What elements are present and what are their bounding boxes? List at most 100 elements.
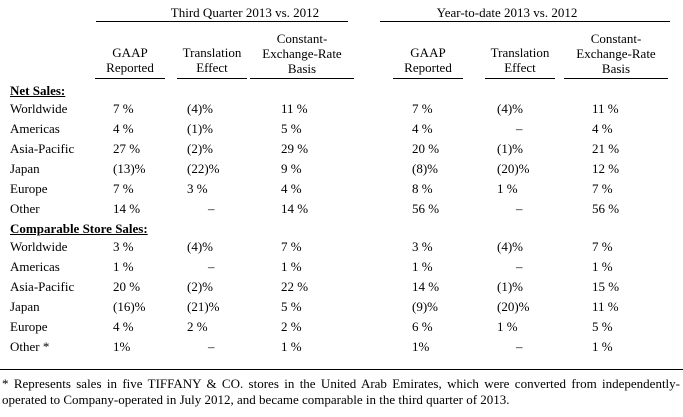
table-cell: 11 % (281, 101, 308, 116)
row-label: Europe (10, 181, 48, 196)
table-cell: – (516, 259, 523, 274)
table-cell: 1% (113, 339, 131, 354)
table-cell: 5 % (281, 299, 302, 314)
table-cell: 14 % (281, 201, 309, 216)
column-header-line: Reported (404, 60, 452, 75)
table-cell: 6 % (412, 319, 433, 334)
column-header-line: Translation (490, 45, 550, 60)
column-header-rule (393, 78, 463, 79)
table-cell: 7 % (113, 101, 134, 116)
table-cell: (22)% (187, 161, 220, 176)
table-cell: 1 % (592, 259, 613, 274)
table-row: Americas 1 % – 1 % 1 % – 1 % (0, 257, 683, 277)
table-cell: 1% (412, 339, 430, 354)
table-cell: 1 % (497, 319, 518, 334)
column-header-line: Basis (287, 61, 317, 76)
table-cell: 1 % (497, 181, 518, 196)
row-label: Japan (10, 161, 40, 176)
table-cell: 56 % (412, 201, 440, 216)
footnote-divider (0, 369, 683, 370)
row-label: Japan (10, 299, 40, 314)
column-header-line: Basis (601, 61, 631, 76)
column-header-4: GAAP Reported (393, 45, 463, 75)
column-header-line: Constant- (590, 31, 642, 46)
column-header-line: Exchange-Rate (262, 46, 342, 61)
table-cell: (20)% (497, 161, 530, 176)
table-cell: 4 % (281, 181, 302, 196)
table-cell: 56 % (592, 201, 620, 216)
column-header-rule (485, 78, 555, 79)
table-cell: 29 % (281, 141, 309, 156)
table-cell: 4 % (592, 121, 613, 136)
table-cell: 8 % (412, 181, 433, 196)
column-header-rule (95, 78, 165, 79)
column-header-line: Exchange-Rate (576, 46, 656, 61)
table-cell: 4 % (113, 121, 134, 136)
table-cell: 15 % (592, 279, 620, 294)
table-cell: 11 % (592, 299, 619, 314)
table-cell: 5 % (281, 121, 302, 136)
table-cell: 1 % (412, 259, 433, 274)
group-rule-third-quarter (96, 21, 348, 22)
table-cell: (2)% (187, 141, 213, 156)
row-label: Europe (10, 319, 48, 334)
table-cell: 1 % (592, 339, 613, 354)
table-cell: 7 % (281, 239, 302, 254)
table-cell: 20 % (412, 141, 440, 156)
table-cell: (4)% (187, 101, 213, 116)
table-cell: (20)% (497, 299, 530, 314)
row-label: Other * (10, 339, 50, 354)
table-cell: 7 % (592, 239, 613, 254)
group-header-third-quarter: Third Quarter 2013 vs. 2012 (170, 5, 320, 20)
column-header-3: Constant- Exchange-Rate Basis (242, 31, 362, 76)
row-label: Worldwide (10, 239, 68, 254)
table-cell: (1)% (497, 279, 523, 294)
table-cell: 20 % (113, 279, 141, 294)
table-cell: 7 % (113, 181, 134, 196)
column-header-rule (177, 78, 247, 79)
table-cell: 4 % (113, 319, 134, 334)
table-cell: – (516, 201, 523, 216)
table-row: Other * 1% – 1 % 1% – 1 % (0, 337, 683, 357)
table-cell: – (516, 121, 523, 136)
table-row: Japan (13)% (22)% 9 % (8)% (20)% 12 % (0, 159, 683, 179)
table-cell: – (516, 339, 523, 354)
table-cell: – (208, 259, 215, 274)
table-cell: 3 % (113, 239, 134, 254)
table-cell: 14 % (412, 279, 440, 294)
table-cell: 14 % (113, 201, 141, 216)
table-cell: 22 % (281, 279, 309, 294)
table-cell: (21)% (187, 299, 220, 314)
table-row: Asia-Pacific 20 % (2)% 22 % 14 % (1)% 15 % (0, 277, 683, 297)
column-header-5: Translation Effect (475, 45, 565, 75)
table-cell: (13)% (113, 161, 146, 176)
table-cell: (8)% (412, 161, 438, 176)
column-header-line: Translation (182, 45, 242, 60)
table-cell: 9 % (281, 161, 302, 176)
column-header-rule (250, 78, 354, 79)
table-row: Asia-Pacific 27 % (2)% 29 % 20 % (1)% 21 % (0, 139, 683, 159)
table-cell: (1)% (497, 141, 523, 156)
section-label: Net Sales: (10, 83, 66, 98)
table-cell: 1 % (281, 259, 302, 274)
column-header-line: Effect (196, 60, 228, 75)
row-label: Asia-Pacific (10, 141, 75, 156)
column-header-line: Effect (504, 60, 536, 75)
table-row: Worldwide 7 % (4)% 11 % 7 % (4)% 11 % (0, 99, 683, 119)
row-label: Americas (10, 121, 60, 136)
table-cell: 3 % (412, 239, 433, 254)
row-label: Worldwide (10, 101, 68, 116)
table-row: Other 14 % – 14 % 56 % – 56 % (0, 199, 683, 219)
group-rule-year-to-date (380, 21, 670, 22)
table-cell: 2 % (187, 319, 208, 334)
column-header-6: Constant- Exchange-Rate Basis (556, 31, 676, 76)
row-label: Other (10, 201, 40, 216)
table-cell: 7 % (412, 101, 433, 116)
table-row: Japan (16)% (21)% 5 % (9)% (20)% 11 % (0, 297, 683, 317)
table-cell: 5 % (592, 319, 613, 334)
table-cell: 21 % (592, 141, 620, 156)
table-row: Europe 4 % 2 % 2 % 6 % 1 % 5 % (0, 317, 683, 337)
section-label: Comparable Store Sales: (10, 221, 148, 236)
column-header-line: Reported (106, 60, 154, 75)
